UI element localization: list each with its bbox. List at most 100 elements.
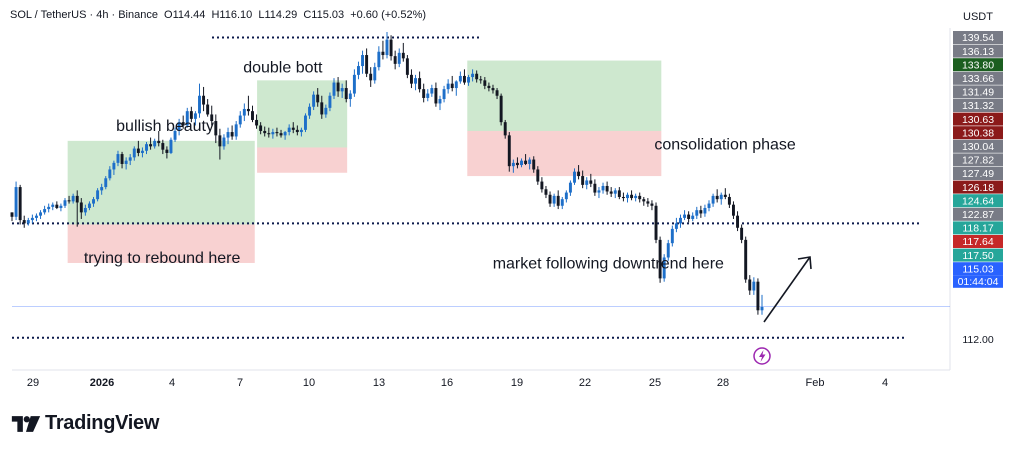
candle-body[interactable] xyxy=(711,195,715,204)
candle-body[interactable] xyxy=(34,215,38,218)
candle-body[interactable] xyxy=(573,171,576,183)
candle-body[interactable] xyxy=(108,169,112,179)
candle-body[interactable] xyxy=(654,205,658,240)
candle-body[interactable] xyxy=(703,207,707,214)
candle-body[interactable] xyxy=(744,239,748,280)
candle-body[interactable] xyxy=(153,140,157,147)
candle-body[interactable] xyxy=(116,154,120,163)
candle-body[interactable] xyxy=(719,194,723,200)
candle-body[interactable] xyxy=(609,191,613,194)
candle-body[interactable] xyxy=(389,39,393,57)
candle-body[interactable] xyxy=(646,201,650,204)
chart-annotation[interactable]: consolidation phase xyxy=(654,137,796,154)
candle-body[interactable] xyxy=(552,195,556,204)
candle-body[interactable] xyxy=(361,55,365,67)
candle-body[interactable] xyxy=(43,209,47,213)
candle-body[interactable] xyxy=(520,160,523,166)
candle-body[interactable] xyxy=(581,176,585,185)
candle-body[interactable] xyxy=(760,306,764,311)
candle-body[interactable] xyxy=(18,187,22,221)
candle-body[interactable] xyxy=(414,78,417,84)
candle-body[interactable] xyxy=(96,190,100,200)
candle-body[interactable] xyxy=(299,129,303,133)
candle-body[interactable] xyxy=(736,215,740,228)
candle-body[interactable] xyxy=(626,194,629,199)
candle-body[interactable] xyxy=(727,196,731,205)
candle-body[interactable] xyxy=(283,132,287,136)
candle-body[interactable] xyxy=(22,220,26,224)
candle-body[interactable] xyxy=(483,80,487,86)
candle-body[interactable] xyxy=(458,75,462,82)
candle-body[interactable] xyxy=(467,77,470,83)
candle-body[interactable] xyxy=(312,94,316,107)
candle-body[interactable] xyxy=(145,144,148,151)
candle-body[interactable] xyxy=(438,99,442,104)
candle-body[interactable] xyxy=(536,169,540,182)
candle-body[interactable] xyxy=(263,130,267,134)
candle-body[interactable] xyxy=(246,108,250,112)
candle-body[interactable] xyxy=(357,66,360,75)
candle-body[interactable] xyxy=(621,196,625,199)
candle-body[interactable] xyxy=(104,178,108,188)
candle-body[interactable] xyxy=(100,187,104,191)
candle-body[interactable] xyxy=(462,75,466,83)
candle-body[interactable] xyxy=(287,127,291,133)
candle-body[interactable] xyxy=(475,73,479,80)
candle-body[interactable] xyxy=(756,281,760,311)
candle-body[interactable] xyxy=(177,122,181,131)
stop-zone-box[interactable] xyxy=(257,147,348,173)
profit-zone-box[interactable] xyxy=(67,140,255,225)
candle-body[interactable] xyxy=(409,74,413,84)
candle-body[interactable] xyxy=(715,195,719,200)
candle-body[interactable] xyxy=(320,102,324,115)
candle-body[interactable] xyxy=(340,88,344,92)
candle-body[interactable] xyxy=(136,148,140,153)
candle-body[interactable] xyxy=(202,95,206,105)
candle-body[interactable] xyxy=(544,189,548,195)
candle-body[interactable] xyxy=(426,93,430,98)
candle-body[interactable] xyxy=(51,204,55,207)
candle-body[interactable] xyxy=(393,56,397,64)
candle-body[interactable] xyxy=(471,73,475,78)
candle-body[interactable] xyxy=(687,214,691,219)
candle-body[interactable] xyxy=(344,88,348,100)
candle-body[interactable] xyxy=(140,150,144,153)
candle-body[interactable] xyxy=(491,88,495,91)
candle-body[interactable] xyxy=(515,162,519,166)
candle-body[interactable] xyxy=(26,220,30,224)
candle-body[interactable] xyxy=(234,124,238,137)
candle-body[interactable] xyxy=(71,195,75,202)
candle-body[interactable] xyxy=(271,132,275,135)
candle-body[interactable] xyxy=(524,160,528,164)
stop-zone-box[interactable] xyxy=(67,224,255,263)
candle-body[interactable] xyxy=(548,194,552,204)
candle-body[interactable] xyxy=(348,93,352,100)
candle-body[interactable] xyxy=(585,180,589,185)
candle-body[interactable] xyxy=(613,190,617,194)
candle-body[interactable] xyxy=(658,239,662,279)
candle-body[interactable] xyxy=(397,52,401,64)
profit-zone-box[interactable] xyxy=(257,80,348,148)
candle-body[interactable] xyxy=(198,95,201,114)
candle-body[interactable] xyxy=(291,127,295,130)
candle-body[interactable] xyxy=(157,140,161,144)
candle-body[interactable] xyxy=(556,195,560,206)
candle-body[interactable] xyxy=(226,132,230,138)
candle-body[interactable] xyxy=(324,107,328,115)
candle-body[interactable] xyxy=(304,115,307,130)
candle-body[interactable] xyxy=(59,205,63,208)
candle-body[interactable] xyxy=(92,199,95,204)
candle-body[interactable] xyxy=(316,94,320,103)
symbol-label[interactable]: SOL / TetherUS · 4h · Binance xyxy=(10,9,158,21)
profit-zone-box[interactable] xyxy=(467,60,662,131)
candle-body[interactable] xyxy=(279,133,283,136)
tradingview-logo[interactable]: TradingView xyxy=(11,412,159,435)
candle-body[interactable] xyxy=(503,122,507,136)
candle-body[interactable] xyxy=(87,203,91,208)
candle-body[interactable] xyxy=(352,74,356,94)
candle-body[interactable] xyxy=(230,132,234,137)
candle-body[interactable] xyxy=(222,137,226,147)
candle-body[interactable] xyxy=(193,113,197,119)
candle-body[interactable] xyxy=(487,85,491,89)
